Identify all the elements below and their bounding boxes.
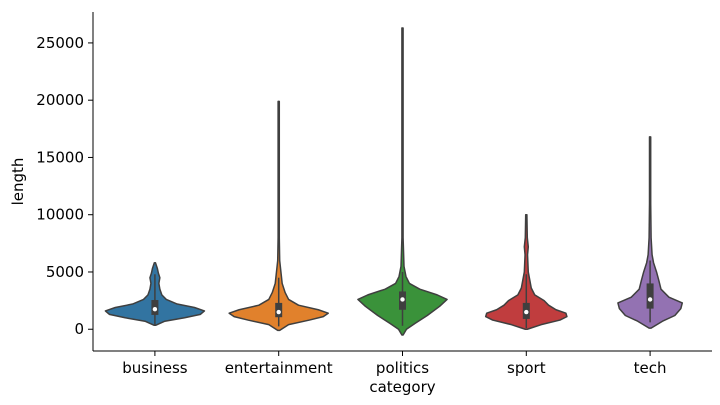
y-axis-label: length [9, 158, 27, 206]
violin-median-politics [400, 297, 405, 302]
violin-median-sport [524, 309, 529, 315]
x-tick-label-business: business [122, 359, 188, 377]
y-tick-label: 15000 [36, 148, 84, 166]
y-tick-label: 0 [74, 320, 84, 338]
violin-iqr-box-tech [646, 283, 654, 309]
x-tick-label-entertainment: entertainment [225, 359, 333, 377]
y-tick-label: 25000 [36, 34, 84, 52]
x-axis-label: category [369, 378, 435, 396]
violin-median-tech [647, 297, 653, 302]
violin-median-business [152, 306, 158, 312]
y-tick-label: 5000 [46, 263, 84, 281]
y-axis-ticks: 0 5000 10000 15000 20000 25000 [36, 34, 93, 338]
violin-group [104, 27, 684, 336]
violin-sport [484, 213, 568, 330]
violin-entertainment [228, 100, 329, 332]
violin-tech [617, 136, 684, 329]
x-tick-label-tech: tech [634, 359, 667, 377]
x-axis-ticks: business entertainment politics sport tech [122, 351, 667, 377]
x-tick-label-politics: politics [376, 359, 429, 377]
violin-politics [357, 27, 448, 336]
x-tick-label-sport: sport [507, 359, 546, 377]
violin-median-entertainment [276, 309, 281, 315]
y-tick-label: 20000 [36, 91, 84, 109]
y-tick-label: 10000 [36, 206, 84, 224]
